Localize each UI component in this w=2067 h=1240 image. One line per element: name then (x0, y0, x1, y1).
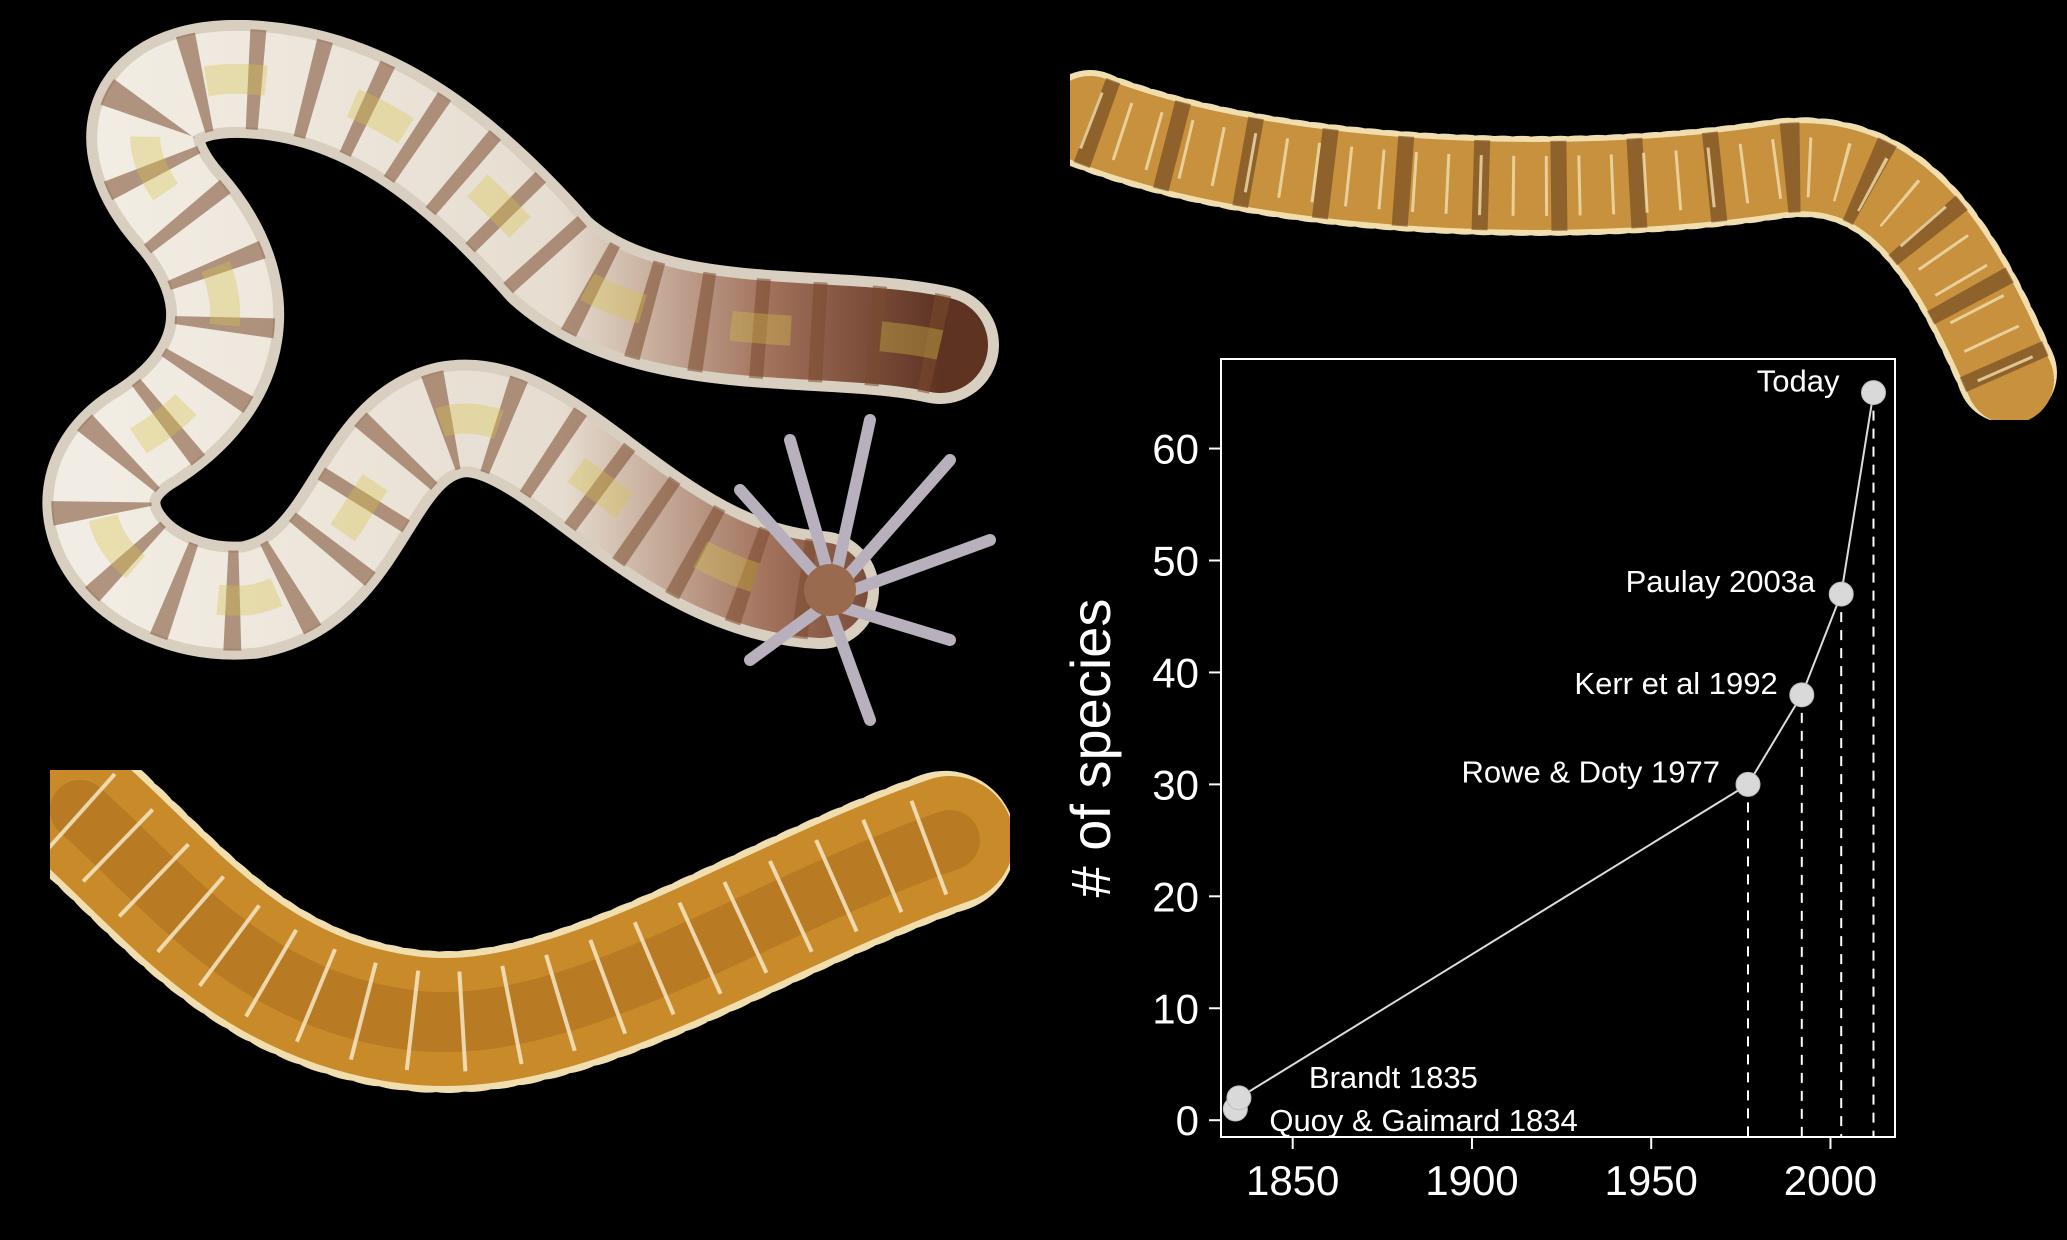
x-tick-label: 1850 (1246, 1157, 1339, 1204)
y-tick-label: 10 (1152, 985, 1199, 1032)
data-point-4 (1789, 682, 1815, 708)
y-tick-label: 30 (1152, 761, 1199, 808)
point-label-5: Paulay 2003a (1626, 564, 1816, 599)
white-brown-sea-cucumber-photo (42, 20, 999, 726)
data-point-6 (1860, 380, 1886, 406)
point-label-1: Quoy & Gaimard 1834 (1269, 1103, 1577, 1138)
point-label-6: Today (1757, 364, 1840, 399)
data-point-3 (1735, 771, 1761, 797)
x-tick-label: 2000 (1784, 1157, 1877, 1204)
point-label-3: Rowe & Doty 1977 (1462, 754, 1720, 789)
plot-frame (1220, 358, 1896, 1138)
point-label-2: Brandt 1835 (1309, 1060, 1478, 1095)
y-tick-label: 60 (1152, 426, 1199, 473)
x-tick-label: 1900 (1425, 1157, 1518, 1204)
orange-spiny-sea-cucumber-photo (50, 770, 1010, 1094)
y-tick-label: 40 (1152, 649, 1199, 696)
y-tick-label: 50 (1152, 537, 1199, 584)
banded-spiny-sea-cucumber-photo (1070, 70, 2060, 420)
y-tick-label: 0 (1176, 1097, 1199, 1144)
data-point-5 (1828, 581, 1854, 607)
y-axis-title: # of species (1059, 599, 1122, 898)
data-point-2 (1226, 1085, 1252, 1111)
point-label-4: Kerr et al 1992 (1574, 666, 1777, 701)
y-tick-label: 20 (1152, 873, 1199, 920)
x-tick-label: 1950 (1604, 1157, 1697, 1204)
